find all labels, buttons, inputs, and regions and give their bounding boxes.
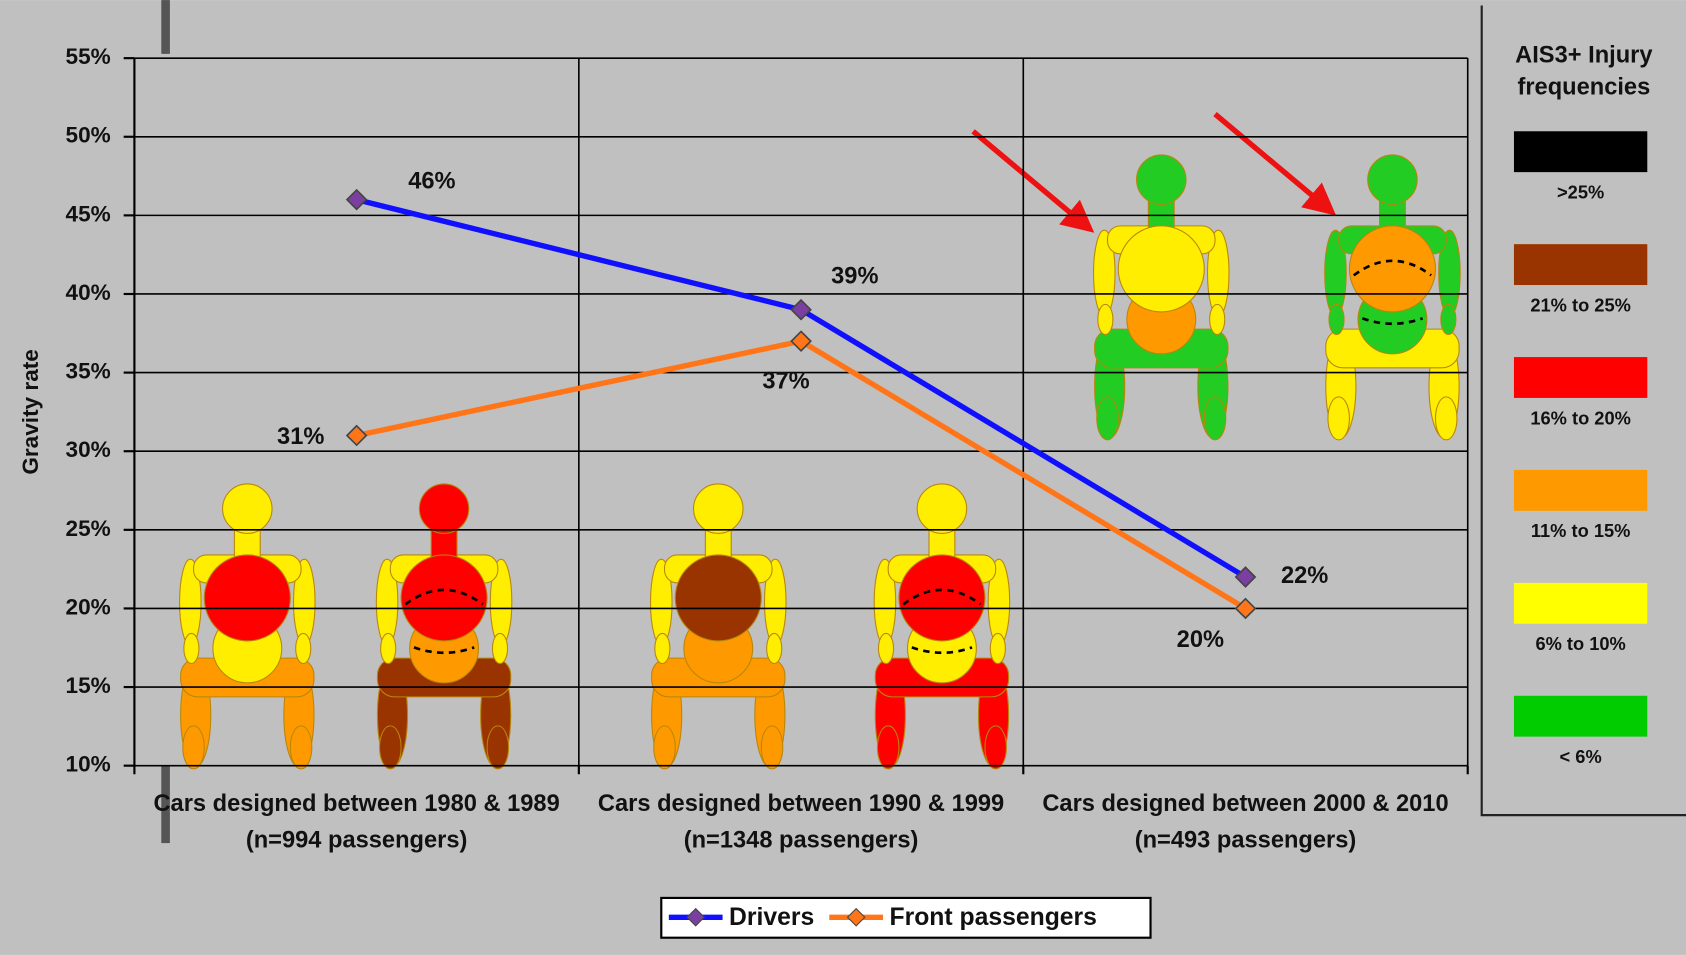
- figure-part: [767, 633, 782, 663]
- figure-part: [655, 633, 670, 663]
- figure-part: [1098, 304, 1113, 334]
- y-tick-label: 25%: [66, 516, 111, 541]
- page: {"chart_data": {"type": "line", "y_label…: [0, 0, 1686, 955]
- x-tick-label: Cars designed between 2000 & 2010 (n=493…: [1020, 785, 1472, 858]
- value-label: 39%: [831, 264, 878, 290]
- y-tick-label: 10%: [66, 752, 111, 777]
- injury-label: 11% to 15%: [1531, 520, 1631, 541]
- injury-legend-title-box: AIS3+ Injury frequencies: [1492, 39, 1675, 114]
- figure-part: [1328, 397, 1350, 440]
- injury-label: < 6%: [1560, 746, 1602, 767]
- y-tick-label: 45%: [66, 201, 111, 226]
- figure-part: [654, 726, 676, 769]
- figure-part: [204, 555, 290, 641]
- figure-part: [1210, 304, 1225, 334]
- x-label-box: Cars designed between 2000 & 2010 (n=493…: [1020, 785, 1472, 871]
- figure-part: [296, 633, 311, 663]
- figure-part: [1441, 304, 1456, 334]
- value-label: 31%: [277, 424, 324, 450]
- injury-swatch: [1514, 357, 1647, 398]
- injury-swatch: [1514, 696, 1647, 737]
- figure-part: [917, 484, 966, 533]
- figure-part: [761, 726, 783, 769]
- y-tick-label: 50%: [66, 123, 111, 148]
- figure-part: [694, 484, 743, 533]
- value-label: 22%: [1281, 563, 1328, 589]
- figure-part: [985, 726, 1007, 769]
- y-axis-label: Gravity rate: [18, 349, 43, 475]
- figure-part: [1368, 155, 1417, 204]
- figure-part: [1137, 155, 1186, 204]
- x-tick-label: Cars designed between 1990 & 1999 (n=134…: [575, 785, 1027, 858]
- figure-part: [380, 726, 402, 769]
- injury-label: 6% to 10%: [1535, 633, 1625, 654]
- y-tick-label: 55%: [66, 44, 111, 69]
- y-tick-label: 40%: [66, 280, 111, 305]
- figure-part: [877, 726, 899, 769]
- injury-swatch: [1514, 244, 1647, 285]
- y-tick-label: 30%: [66, 437, 111, 462]
- figure-part: [990, 633, 1005, 663]
- x-label-box: Cars designed between 1990 & 1999 (n=134…: [575, 785, 1027, 871]
- legend-label: Front passengers: [889, 904, 1096, 931]
- decor-bar: [161, 0, 170, 54]
- y-tick-label: 20%: [66, 594, 111, 619]
- y-tick-label: 15%: [66, 673, 111, 698]
- injury-label: 21% to 25%: [1530, 294, 1631, 315]
- injury-legend-title: AIS3+ Injury frequencies: [1492, 39, 1675, 104]
- legend-label: Drivers: [729, 904, 814, 931]
- figure-part: [1118, 226, 1204, 312]
- figure-part: [675, 555, 761, 641]
- figure-part: [184, 633, 199, 663]
- y-tick-label: 35%: [66, 359, 111, 384]
- value-label: 37%: [762, 368, 809, 394]
- figure-part: [487, 726, 509, 769]
- figure-part: [183, 726, 205, 769]
- injury-label: >25%: [1557, 181, 1604, 202]
- figure-part: [492, 633, 507, 663]
- chart: Gravity rate 10% 15% 20% 25% 30% 35% 40% 45% 50%…: [0, 0, 1686, 955]
- figure-part: [1204, 397, 1226, 440]
- figure-part: [878, 633, 893, 663]
- figure-part: [381, 633, 396, 663]
- figure-part: [419, 484, 468, 533]
- x-tick-label: Cars designed between 1980 & 1989 (n=994…: [131, 785, 583, 858]
- injury-swatch: [1514, 470, 1647, 511]
- injury-swatch: [1514, 131, 1647, 172]
- value-label: 20%: [1177, 627, 1224, 653]
- figure-part: [290, 726, 312, 769]
- x-label-box: Cars designed between 1980 & 1989 (n=994…: [131, 785, 583, 871]
- figure-part: [1097, 397, 1119, 440]
- figure-part: [1329, 304, 1344, 334]
- figure-part: [1435, 397, 1457, 440]
- injury-label: 16% to 20%: [1530, 407, 1631, 428]
- value-label: 46%: [408, 169, 455, 195]
- injury-swatch: [1514, 583, 1647, 624]
- figure-part: [223, 484, 272, 533]
